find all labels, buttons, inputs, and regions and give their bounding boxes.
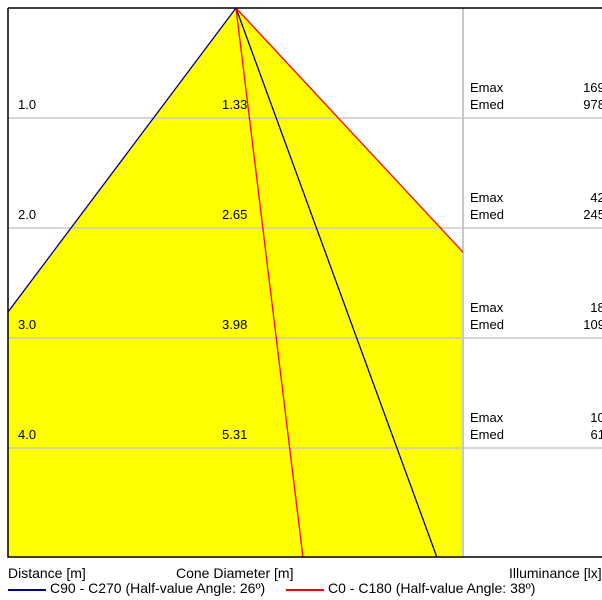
emax-value: 188 bbox=[590, 300, 602, 315]
diameter-label: 5.31 bbox=[222, 427, 247, 442]
cone-edge-c90-c270-right bbox=[235, 8, 438, 557]
axis-label-cone-diameter: Cone Diameter [m] bbox=[176, 565, 294, 581]
distance-label: 3.0 bbox=[18, 317, 36, 332]
legend-swatch-c0-c180 bbox=[286, 589, 324, 591]
legend-text-c0-c180: C0 - C180 (Half-value Angle: 38º) bbox=[328, 580, 536, 596]
emax-value: 422 bbox=[590, 190, 602, 205]
frame-left-bottom bbox=[7, 8, 602, 558]
emax-label: Emax bbox=[470, 410, 504, 425]
cone-edge-c0-c180-inner bbox=[235, 8, 304, 557]
axis-label-illuminance: Illuminance [lx] bbox=[509, 565, 602, 581]
emed-label: Emed bbox=[470, 427, 504, 442]
emax-value: 1690 bbox=[583, 80, 602, 95]
emed-label: Emed bbox=[470, 207, 504, 222]
diameter-label: 1.33 bbox=[222, 97, 247, 112]
emed-value: 109 bbox=[583, 317, 602, 332]
emax-label: Emax bbox=[470, 80, 504, 95]
legend-swatch-c90-c270 bbox=[8, 589, 46, 591]
emax-label: Emax bbox=[470, 190, 504, 205]
axis-label-distance: Distance [m] bbox=[8, 565, 86, 581]
emed-label: Emed bbox=[470, 97, 504, 112]
distance-label: 4.0 bbox=[18, 427, 36, 442]
emed-value: 245 bbox=[583, 207, 602, 222]
emax-value: 106 bbox=[590, 410, 602, 425]
legend-text-c90-c270: C90 - C270 (Half-value Angle: 26º) bbox=[50, 580, 266, 596]
distance-label: 2.0 bbox=[18, 207, 36, 222]
diameter-label: 3.98 bbox=[222, 317, 247, 332]
cone-edge-c90-c270-left bbox=[8, 8, 237, 314]
cone-lines bbox=[8, 8, 463, 557]
cone-fill bbox=[8, 8, 463, 557]
emed-value: 61 bbox=[591, 427, 602, 442]
emax-label: Emax bbox=[470, 300, 504, 315]
distance-label: 1.0 bbox=[18, 97, 36, 112]
emed-label: Emed bbox=[470, 317, 504, 332]
cone-edge-c0-c180-outer bbox=[235, 8, 463, 254]
emed-value: 978 bbox=[583, 97, 602, 112]
diameter-label: 2.65 bbox=[222, 207, 247, 222]
